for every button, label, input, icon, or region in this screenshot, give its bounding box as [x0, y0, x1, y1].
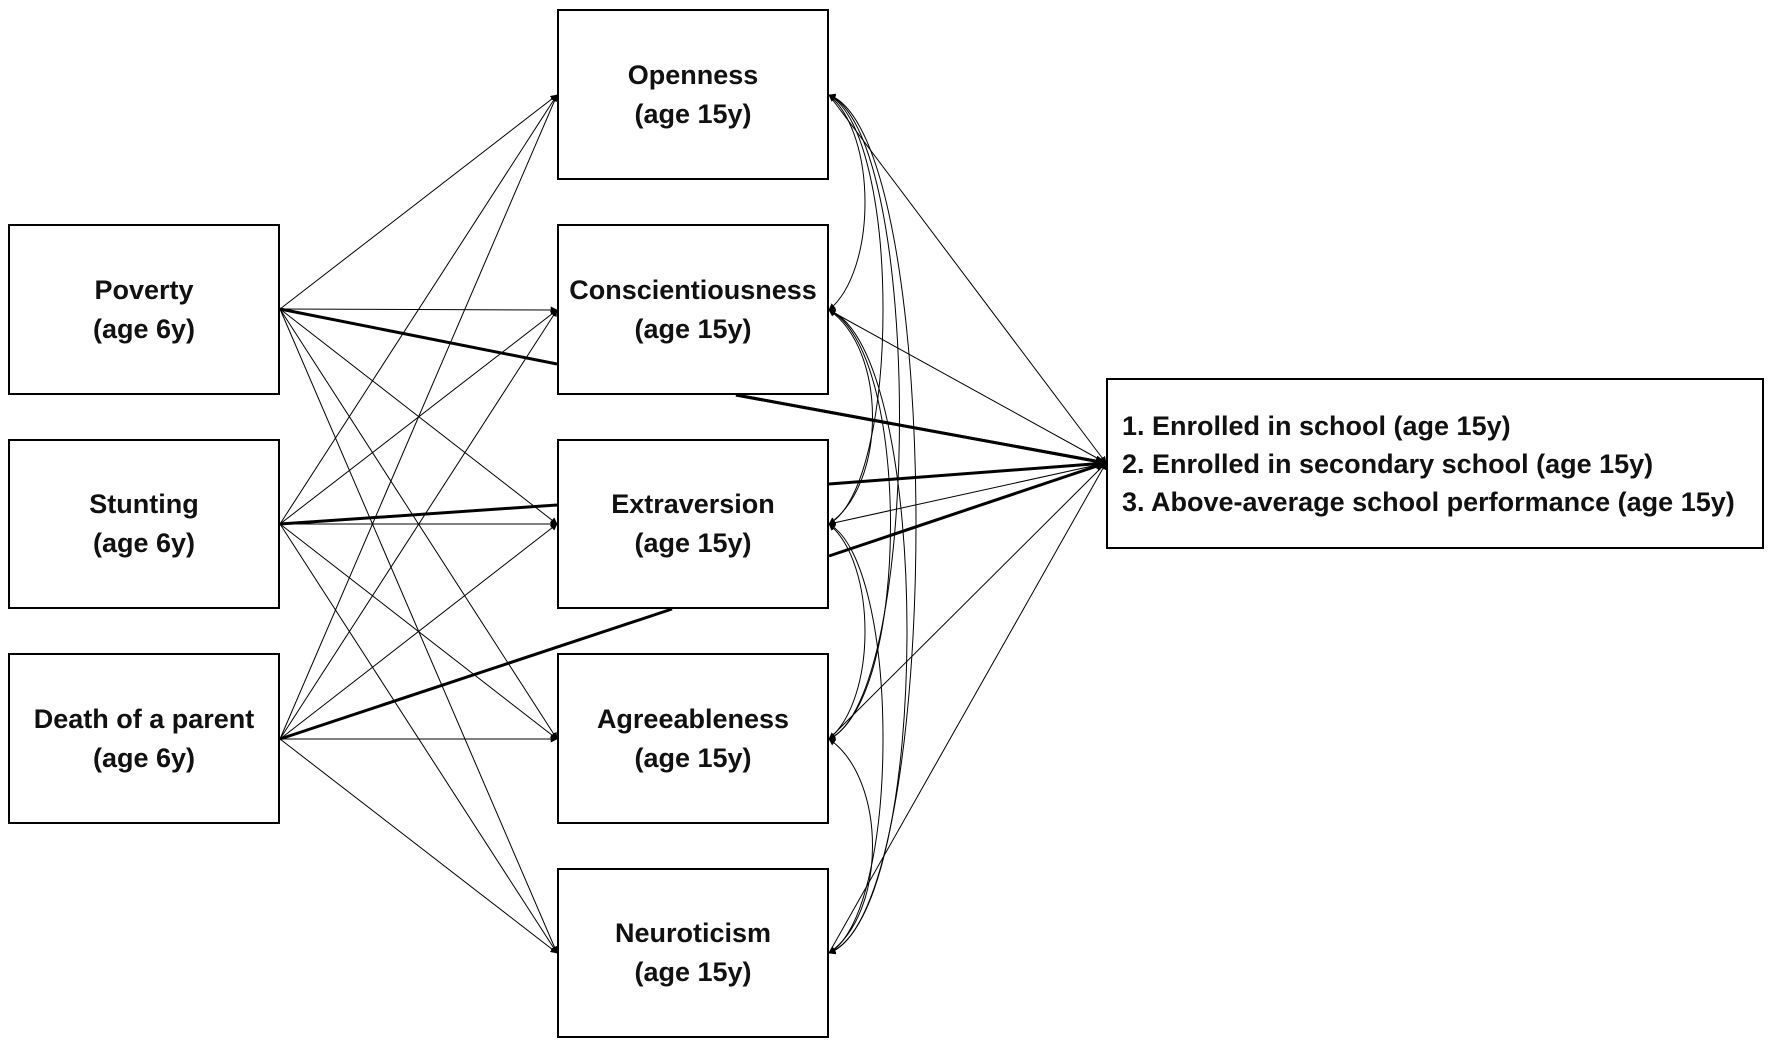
- trait-conscientiousness: Conscientiousness (age 15y): [557, 224, 829, 395]
- path-death-to-extraversion: [279, 523, 558, 740]
- path-death-to-conscientiousness: [279, 309, 558, 740]
- predictor-label: Stunting: [89, 489, 199, 519]
- bold-paths: [279, 307, 1108, 741]
- path-death-to-neuroticism: [279, 738, 558, 954]
- covariance-agreeableness-neuroticism: [828, 738, 873, 954]
- path-poverty-to-openness: [279, 94, 558, 310]
- covariance-openness-extraversion: [828, 94, 884, 525]
- trait-label: Extraversion: [611, 489, 775, 519]
- covariance-conscientiousness-extraversion: [828, 309, 873, 525]
- path-conscientiousness-to-outcome-thin: [828, 309, 1107, 464]
- trait-label: Conscientiousness: [569, 274, 817, 305]
- covariance-openness-neuroticism: [828, 93, 917, 955]
- path-extraversion-to-outcome-thin: [828, 460, 1107, 525]
- outcome-item: 3. Above-average school performance (age…: [1122, 486, 1735, 517]
- covariance-conscientiousness-neuroticism: [828, 309, 908, 954]
- path-agreeableness-to-outcome: [828, 462, 1107, 740]
- trait-age: (age 15y): [634, 313, 752, 344]
- outcome-item: 1. Enrolled in school (age 15y): [1122, 410, 1511, 441]
- path-extraversion-to-outcome-2: [828, 460, 1108, 558]
- path-neuroticism-to-outcome: [828, 462, 1107, 954]
- predictor-poverty: Poverty (age 6y): [8, 224, 280, 395]
- outcome-item: 2. Enrolled in secondary school (age 15y…: [1122, 448, 1654, 479]
- path-death-to-openness: [279, 94, 558, 740]
- path-openness-to-outcome: [828, 94, 1107, 464]
- path-poverty-to-outcome: [279, 307, 558, 366]
- path-stunting-to-openness: [279, 94, 558, 525]
- predictor-label: Poverty: [94, 274, 194, 305]
- path-stunting-to-outcome: [279, 503, 558, 526]
- path-extraversion-to-outcome: [828, 458, 1108, 486]
- thin-paths: [279, 94, 1107, 954]
- trait-age: (age 15y): [634, 742, 752, 773]
- predictor-age: (age 6y): [92, 742, 196, 773]
- covariance-openness-agreeableness: [828, 94, 900, 740]
- trait-extraversion: Extraversion (age 15y): [557, 439, 829, 609]
- covariance-openness-conscientiousness: [828, 94, 866, 311]
- outcome-box: 1. Enrolled in school (age 15y) 2. Enrol…: [1106, 378, 1764, 549]
- predictor-age: (age 6y): [92, 313, 196, 344]
- trait-openness: Openness (age 15y): [557, 9, 829, 180]
- trait-age: (age 15y): [634, 957, 752, 987]
- trait-neuroticism: Neuroticism (age 15y): [557, 868, 829, 1038]
- trait-agreeableness: Agreeableness (age 15y): [557, 653, 829, 824]
- trait-covariances: [828, 93, 917, 955]
- path-poverty-to-outcome-cont: [735, 393, 1108, 467]
- trait-label: Openness: [627, 59, 759, 90]
- trait-label: Agreeableness: [596, 703, 790, 734]
- covariance-conscientiousness-agreeableness: [828, 309, 891, 740]
- path-death-to-outcome: [279, 607, 673, 741]
- predictor-stunting: Stunting (age 6y): [8, 439, 280, 609]
- trait-label: Neuroticism: [614, 918, 772, 948]
- covariance-extraversion-agreeableness: [828, 523, 866, 740]
- predictor-label: Death of a parent: [33, 703, 255, 734]
- trait-age: (age 15y): [634, 98, 752, 129]
- predictor-death-of-a-parent: Death of a parent (age 6y): [8, 653, 280, 824]
- covariance-extraversion-neuroticism: [828, 523, 884, 954]
- trait-age: (age 15y): [634, 528, 752, 558]
- predictor-age: (age 6y): [92, 528, 196, 558]
